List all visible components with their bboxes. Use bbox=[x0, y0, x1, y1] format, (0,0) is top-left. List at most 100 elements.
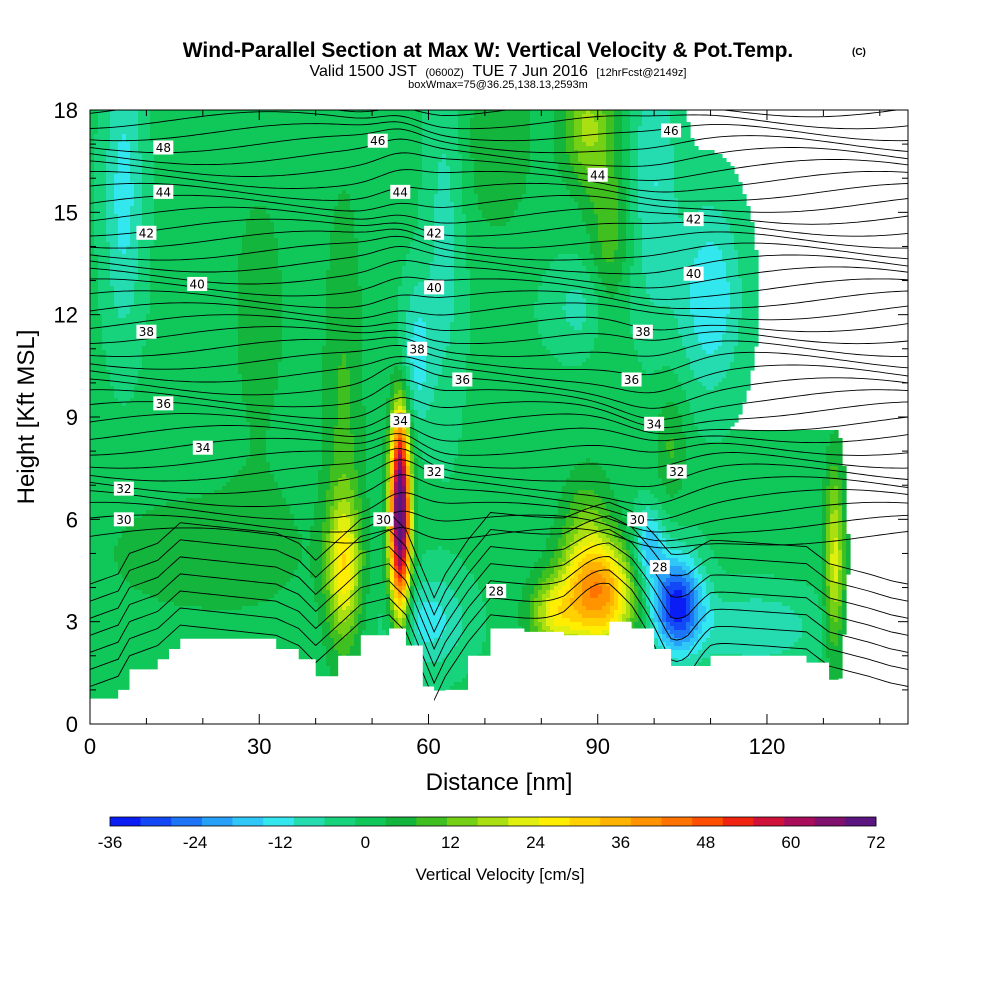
velocity-cell bbox=[154, 182, 423, 187]
velocity-cell bbox=[90, 538, 119, 543]
velocity-cell bbox=[798, 638, 823, 643]
velocity-cell bbox=[550, 582, 559, 587]
velocity-cell bbox=[846, 570, 851, 575]
velocity-cell bbox=[390, 494, 395, 499]
velocity-cell bbox=[554, 158, 571, 163]
velocity-cell bbox=[326, 542, 331, 547]
velocity-cell bbox=[674, 158, 727, 163]
velocity-cell bbox=[362, 350, 403, 355]
velocity-cell bbox=[338, 394, 351, 399]
velocity-cell bbox=[686, 466, 827, 471]
velocity-cell bbox=[578, 550, 607, 555]
velocity-cell bbox=[574, 574, 579, 579]
velocity-cell bbox=[650, 574, 659, 579]
velocity-cell bbox=[674, 402, 691, 407]
velocity-cell bbox=[682, 582, 691, 587]
velocity-cell bbox=[574, 114, 583, 119]
colorbar-tick-label: -36 bbox=[98, 833, 123, 852]
velocity-cell bbox=[674, 634, 687, 639]
velocity-cell bbox=[618, 210, 627, 215]
velocity-cell bbox=[406, 318, 419, 323]
colorbar-swatch bbox=[416, 817, 448, 826]
velocity-cell bbox=[818, 598, 823, 603]
velocity-cell bbox=[362, 366, 395, 371]
velocity-cell bbox=[582, 118, 595, 123]
velocity-cell bbox=[598, 222, 619, 227]
velocity-cell bbox=[366, 550, 371, 555]
velocity-cell bbox=[570, 470, 607, 475]
velocity-cell bbox=[322, 390, 339, 395]
velocity-cell bbox=[842, 494, 847, 499]
velocity-cell bbox=[554, 134, 567, 139]
velocity-cell bbox=[150, 274, 239, 279]
velocity-cell bbox=[410, 438, 415, 443]
velocity-cell bbox=[650, 618, 655, 623]
velocity-cell bbox=[142, 350, 239, 355]
theta-contour bbox=[90, 138, 908, 167]
chart-subsubtitle: boxWmax=75@36.25,138.13,2593m bbox=[408, 79, 588, 91]
velocity-cell bbox=[794, 578, 823, 583]
velocity-cell bbox=[838, 494, 843, 499]
velocity-cell bbox=[658, 454, 671, 459]
velocity-cell bbox=[666, 586, 687, 591]
velocity-cell bbox=[454, 278, 471, 283]
velocity-cell bbox=[470, 274, 543, 279]
velocity-cell bbox=[454, 590, 483, 595]
velocity-cell bbox=[434, 230, 455, 235]
velocity-cell bbox=[458, 642, 483, 647]
velocity-cell bbox=[422, 178, 439, 183]
velocity-cell bbox=[282, 494, 319, 499]
velocity-cell bbox=[606, 134, 615, 139]
velocity-cell bbox=[830, 482, 843, 487]
velocity-cell bbox=[362, 574, 371, 579]
velocity-cell bbox=[782, 602, 819, 607]
velocity-cell bbox=[714, 622, 803, 627]
velocity-cell bbox=[634, 238, 643, 243]
contour-label-bg bbox=[390, 413, 411, 428]
velocity-cell bbox=[418, 434, 463, 439]
velocity-cell bbox=[334, 226, 355, 231]
velocity-cell bbox=[334, 562, 339, 567]
velocity-cell bbox=[90, 110, 99, 115]
velocity-cell bbox=[734, 238, 755, 243]
velocity-cell bbox=[154, 214, 251, 219]
velocity-cell bbox=[582, 114, 595, 119]
velocity-cell bbox=[554, 522, 567, 527]
velocity-cell bbox=[274, 230, 331, 235]
velocity-cell bbox=[330, 522, 335, 527]
velocity-cell bbox=[822, 614, 827, 619]
velocity-cell bbox=[338, 614, 351, 619]
velocity-cell bbox=[406, 354, 411, 359]
velocity-cell bbox=[594, 118, 607, 123]
velocity-cell bbox=[686, 398, 747, 403]
velocity-cell bbox=[430, 266, 455, 271]
velocity-cell bbox=[606, 162, 615, 167]
velocity-cell bbox=[618, 614, 623, 619]
contour-label-bg bbox=[627, 512, 648, 527]
velocity-cell bbox=[414, 610, 419, 615]
velocity-cell bbox=[414, 522, 419, 527]
velocity-cell bbox=[738, 258, 759, 263]
velocity-cell bbox=[626, 238, 635, 243]
velocity-cell bbox=[698, 610, 707, 615]
velocity-cell bbox=[338, 402, 351, 407]
velocity-cell bbox=[386, 498, 391, 503]
velocity-cell bbox=[694, 558, 703, 563]
velocity-cell bbox=[646, 606, 651, 611]
velocity-cell bbox=[434, 386, 467, 391]
velocity-cell bbox=[618, 230, 627, 235]
velocity-cell bbox=[314, 586, 323, 591]
velocity-cell bbox=[638, 202, 679, 207]
velocity-cell bbox=[566, 578, 571, 583]
velocity-cell bbox=[630, 142, 639, 147]
velocity-cell bbox=[726, 270, 739, 275]
velocity-cell bbox=[706, 590, 715, 595]
velocity-cell bbox=[150, 246, 243, 251]
velocity-cell bbox=[394, 466, 399, 471]
velocity-cell bbox=[622, 114, 631, 119]
velocity-cell bbox=[642, 546, 663, 551]
velocity-cell bbox=[822, 618, 827, 623]
velocity-cell bbox=[598, 122, 607, 127]
velocity-cell bbox=[562, 550, 567, 555]
velocity-cell bbox=[414, 466, 419, 471]
